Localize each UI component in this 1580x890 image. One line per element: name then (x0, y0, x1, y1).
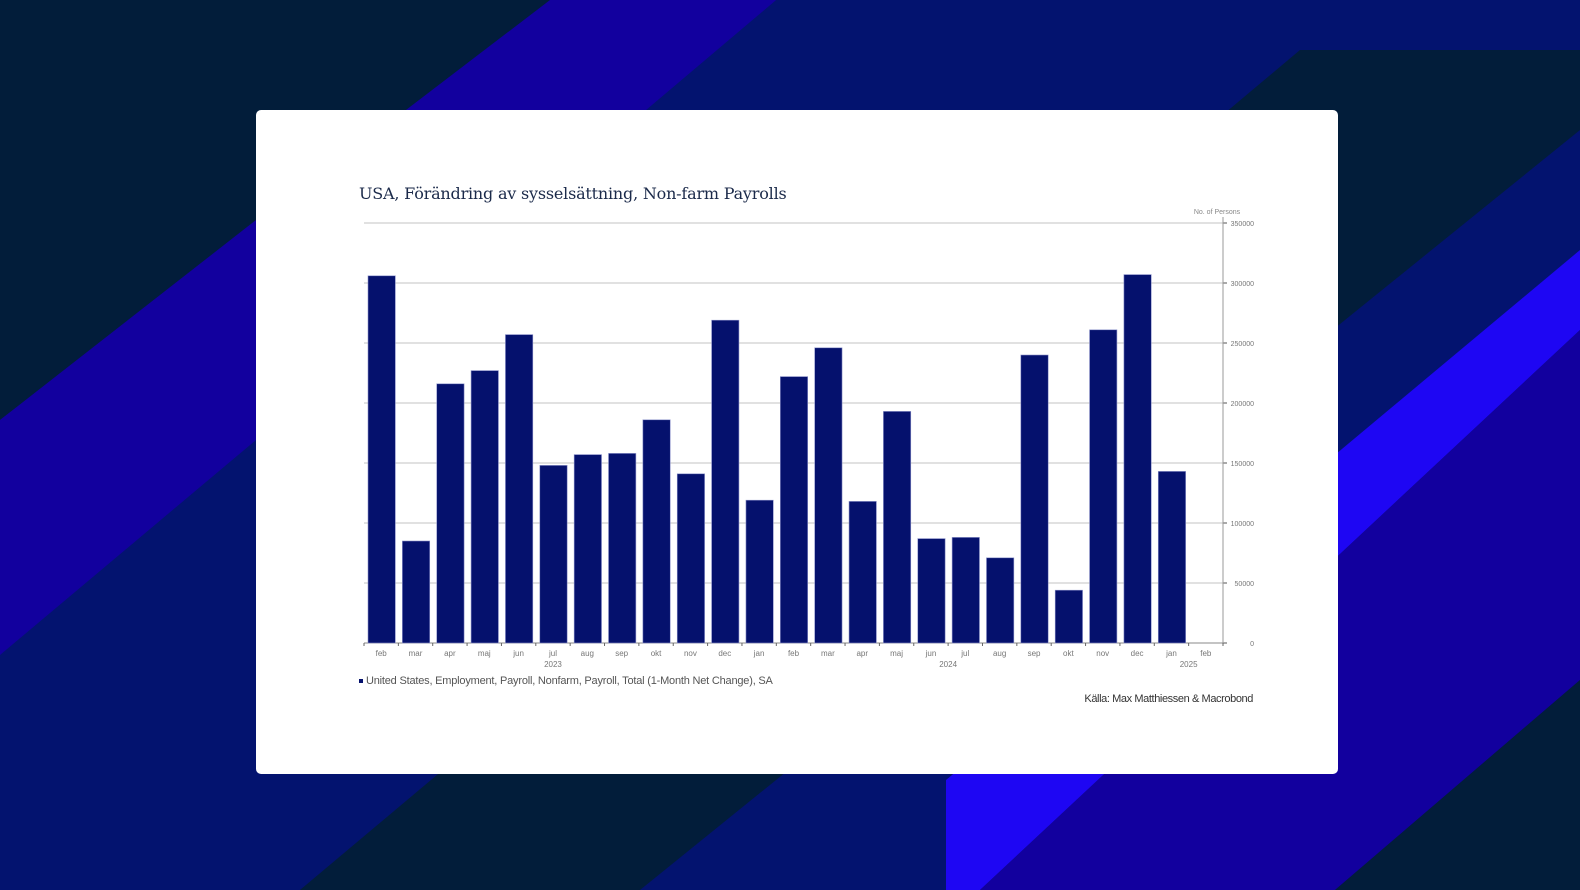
bar (848, 501, 877, 644)
x-tick-label: apr (444, 649, 456, 658)
x-tick-label: jan (753, 649, 765, 658)
x-tick-label: nov (1096, 649, 1109, 658)
x-tick-label: aug (581, 649, 594, 658)
y-tick-label: 100000 (1231, 521, 1254, 528)
x-tick-label: jun (925, 649, 937, 658)
x-tick-label: jan (1165, 649, 1177, 658)
x-year-label: 2025 (1180, 660, 1198, 669)
bar (1054, 589, 1083, 644)
bar (986, 557, 1015, 644)
bar (745, 499, 774, 644)
x-tick-label: feb (788, 649, 800, 658)
bar (608, 453, 637, 644)
bar (917, 538, 946, 644)
x-tick-label: jul (548, 649, 557, 658)
x-tick-label: jul (960, 649, 969, 658)
x-tick-label: feb (376, 649, 388, 658)
y-tick-label: 150000 (1231, 461, 1254, 468)
bar (573, 454, 602, 644)
y-tick-label: 300000 (1231, 281, 1254, 288)
bar (951, 537, 980, 644)
source-note: Källa: Max Matthiessen & Macrobond (1084, 693, 1253, 705)
x-tick-label: feb (1200, 649, 1212, 658)
x-year-label: 2023 (544, 660, 562, 669)
x-year-label: 2024 (939, 660, 957, 669)
bar-chart: 0 50000 100000 150000 200000 250000 300000 3500… (363, 209, 1255, 669)
x-tick-label: nov (684, 649, 697, 658)
y-axis-title: No. of Persons (1194, 209, 1241, 216)
bar (436, 383, 465, 644)
x-tick-label: mar (409, 649, 423, 658)
bar (367, 275, 396, 644)
y-tick-label: 50000 (1235, 581, 1255, 588)
bar (814, 347, 843, 644)
x-tick-label: okt (651, 649, 662, 658)
bar (883, 411, 912, 644)
x-tick-label: jun (512, 649, 524, 658)
x-tick-label: mar (821, 649, 835, 658)
bar (780, 376, 808, 644)
x-tick-label: okt (1063, 649, 1074, 658)
x-tick-label: sep (1028, 649, 1041, 658)
bar (711, 319, 740, 644)
bar (676, 473, 705, 644)
bg-stripe-lower-left (0, 440, 256, 890)
bar (1089, 329, 1118, 644)
y-tick-label: 350000 (1231, 221, 1254, 228)
y-tick-label: 0 (1250, 641, 1254, 648)
chart-title: USA, Förändring av sysselsättning, Non-f… (359, 184, 787, 203)
y-tick-label: 200000 (1231, 401, 1254, 408)
bar (642, 419, 671, 644)
chart-legend: United States, Employment, Payroll, Nonf… (359, 675, 773, 687)
legend-label: United States, Employment, Payroll, Nonf… (366, 675, 773, 687)
chart-card: 0 50000 100000 150000 200000 250000 300000 3500… (256, 110, 1338, 774)
x-tick-label: sep (615, 649, 628, 658)
y-tick-label: 250000 (1231, 341, 1254, 348)
bar (1123, 274, 1152, 644)
bar (1157, 471, 1186, 644)
bg-dark-corner-right (1335, 680, 1580, 890)
bar (539, 465, 568, 644)
legend-swatch (359, 679, 363, 683)
x-tick-label: dec (718, 649, 731, 658)
bar (1020, 354, 1049, 644)
bar (505, 334, 534, 644)
bar (470, 370, 499, 644)
bar (402, 540, 431, 644)
x-tick-label: maj (478, 649, 491, 658)
x-tick-label: apr (856, 649, 868, 658)
x-tick-label: dec (1131, 649, 1144, 658)
x-tick-label: maj (890, 649, 903, 658)
x-tick-label: aug (993, 649, 1006, 658)
bg-stripe-upper-left (0, 220, 256, 425)
